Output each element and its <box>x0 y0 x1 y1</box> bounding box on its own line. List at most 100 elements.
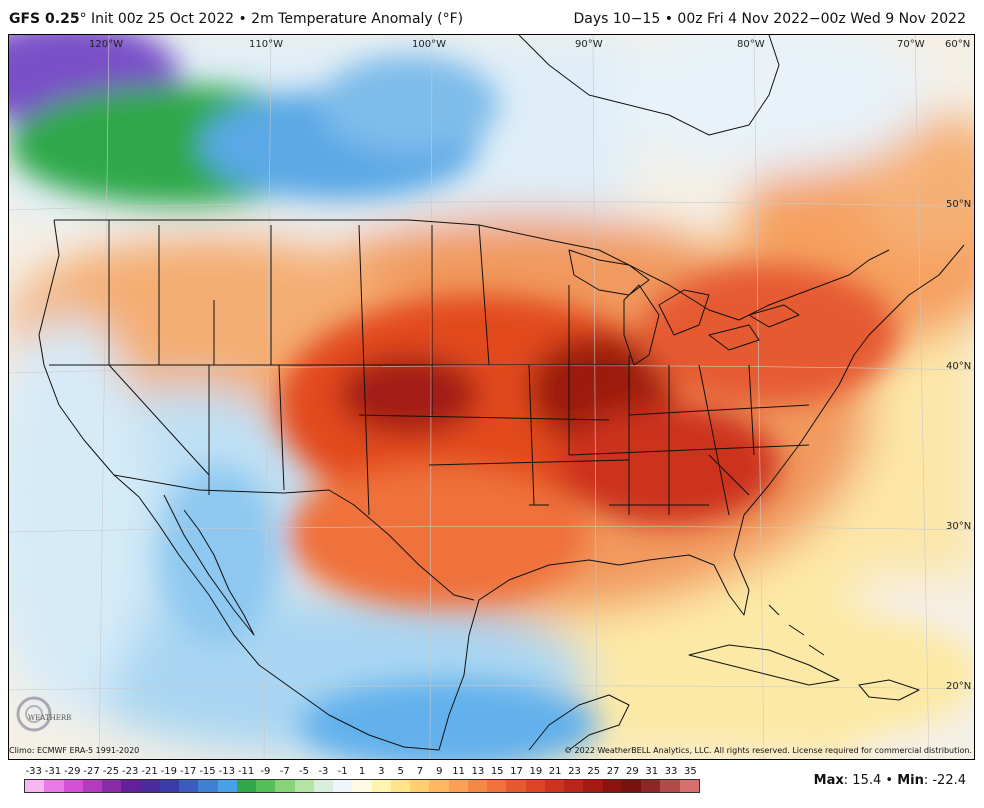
scale-label: 27 <box>606 766 620 777</box>
hudson-bay <box>518 35 780 136</box>
texas-warm-region <box>289 465 589 605</box>
scale-swatch <box>25 780 45 792</box>
scale-swatch <box>583 780 603 792</box>
anomaly-map: 120°W 110°W 100°W 90°W 80°W 70°W 60°N 50… <box>8 34 975 760</box>
scale-label: -27 <box>83 766 100 777</box>
manitoba-cool <box>319 55 499 155</box>
climo-source: Climo: ECMWF ERA-5 1991-2020 <box>9 746 140 755</box>
great-lakes <box>568 249 800 366</box>
scale-label: -1 <box>337 766 348 777</box>
parallel-40n <box>9 365 974 374</box>
scale-label: 33 <box>664 766 678 777</box>
lat-label-30n: 30°N <box>946 521 971 532</box>
baja-cool-region <box>159 465 279 645</box>
scale-swatch <box>140 780 160 792</box>
scale-label: 15 <box>490 766 504 777</box>
gulf-coastline <box>438 244 965 751</box>
logo-swirl-inner <box>25 705 43 723</box>
bahamas <box>768 604 825 656</box>
scale-label: -3 <box>318 766 329 777</box>
meridian-90w <box>592 35 598 759</box>
scale-swatch <box>256 780 276 792</box>
scale-label: -21 <box>141 766 158 777</box>
longitude-labels: 120°W 110°W 100°W 90°W 80°W 70°W 60°N <box>89 39 970 50</box>
scale-swatch <box>371 780 391 792</box>
scale-swatch <box>44 780 64 792</box>
color-scale <box>24 779 700 793</box>
us-canada-border <box>54 219 890 321</box>
borders <box>38 35 965 751</box>
hispaniola <box>858 679 920 701</box>
scale-label: -9 <box>260 766 271 777</box>
weatherbell-logo: WEATHERBELL <box>12 694 86 738</box>
copyright-notice: © 2022 WeatherBELL Analytics, LLC. All r… <box>564 746 972 755</box>
scale-swatch <box>390 780 410 792</box>
scale-label: 31 <box>645 766 659 777</box>
scale-label: -29 <box>64 766 81 777</box>
scale-swatch <box>564 780 584 792</box>
scale-swatch <box>525 780 545 792</box>
max-min-stats: Max: 15.4 • Min: -22.4 <box>814 773 966 788</box>
scale-label: -31 <box>44 766 62 777</box>
lat-label-20n: 20°N <box>946 681 971 692</box>
scale-swatch <box>63 780 83 792</box>
kansas-hot-core <box>339 355 479 435</box>
scale-swatch <box>102 780 122 792</box>
scale-swatch <box>121 780 141 792</box>
meridian-80w <box>753 35 765 759</box>
scale-label: -23 <box>122 766 139 777</box>
southern-mexico-cool <box>299 680 599 759</box>
stats-separator: • <box>881 773 898 788</box>
lon-label-90w: 90°W <box>575 39 603 50</box>
scale-label: -7 <box>279 766 290 777</box>
scale-swatch <box>467 780 487 792</box>
scale-label: -15 <box>199 766 216 777</box>
header: GFS 0.25° Init 00z 25 Oct 2022 • 2m Temp… <box>0 0 984 34</box>
lat-label-40n: 40°N <box>946 361 971 372</box>
scale-swatch <box>236 780 256 792</box>
west-coastline <box>38 219 440 751</box>
state-lines-1 <box>49 220 630 516</box>
meridian-100w <box>429 35 433 759</box>
min-label: Min <box>897 773 924 788</box>
scale-label: 7 <box>416 766 424 777</box>
scale-label: 13 <box>471 766 485 777</box>
scale-swatch <box>544 780 564 792</box>
scale-swatch <box>641 780 661 792</box>
scale-label: -33 <box>25 766 42 777</box>
anomaly-detail <box>9 35 974 759</box>
map-canvas: 120°W 110°W 100°W 90°W 80°W 70°W 60°N 50… <box>9 35 974 759</box>
lon-label-80w: 80°W <box>737 39 765 50</box>
parallel-50n <box>9 201 974 211</box>
meridian-110w <box>263 35 272 759</box>
init-info: ° Init 00z 25 Oct 2022 • 2m Temperature … <box>79 11 464 27</box>
scale-swatch <box>217 780 237 792</box>
scale-labels: -33 -31 -29 -27 -25 -23 -21 -19 -17 -15 -13 -11 -9 -7… <box>14 766 704 778</box>
lon-label-110w: 110°W <box>249 39 283 50</box>
scale-swatch <box>275 780 295 792</box>
parallel-20n <box>9 685 974 691</box>
scale-swatch <box>294 780 314 792</box>
scale-swatch <box>602 780 622 792</box>
scale-label: 5 <box>397 766 404 777</box>
us-mexico-border <box>113 474 475 601</box>
lon-label-100w: 100°W <box>412 39 446 50</box>
cuba <box>688 644 840 686</box>
scale-label: 19 <box>529 766 543 777</box>
scale-label: 21 <box>548 766 562 777</box>
logo-text: WEATHERBELL <box>28 714 72 722</box>
scale-label: -19 <box>160 766 178 777</box>
scale-label: -25 <box>102 766 120 777</box>
baja-coastline <box>163 494 255 636</box>
scale-label: 11 <box>452 766 465 777</box>
scale-label: 35 <box>683 766 697 777</box>
scale-swatch <box>159 780 179 792</box>
scale-swatch <box>333 780 353 792</box>
hudson-cool-region <box>609 35 929 175</box>
parallel-30n <box>9 526 974 533</box>
scale-label: 25 <box>587 766 601 777</box>
lon-label-70w: 70°W <box>897 39 925 50</box>
scale-swatch <box>82 780 102 792</box>
scale-swatch <box>179 780 199 792</box>
caribbean-warm <box>719 615 974 735</box>
